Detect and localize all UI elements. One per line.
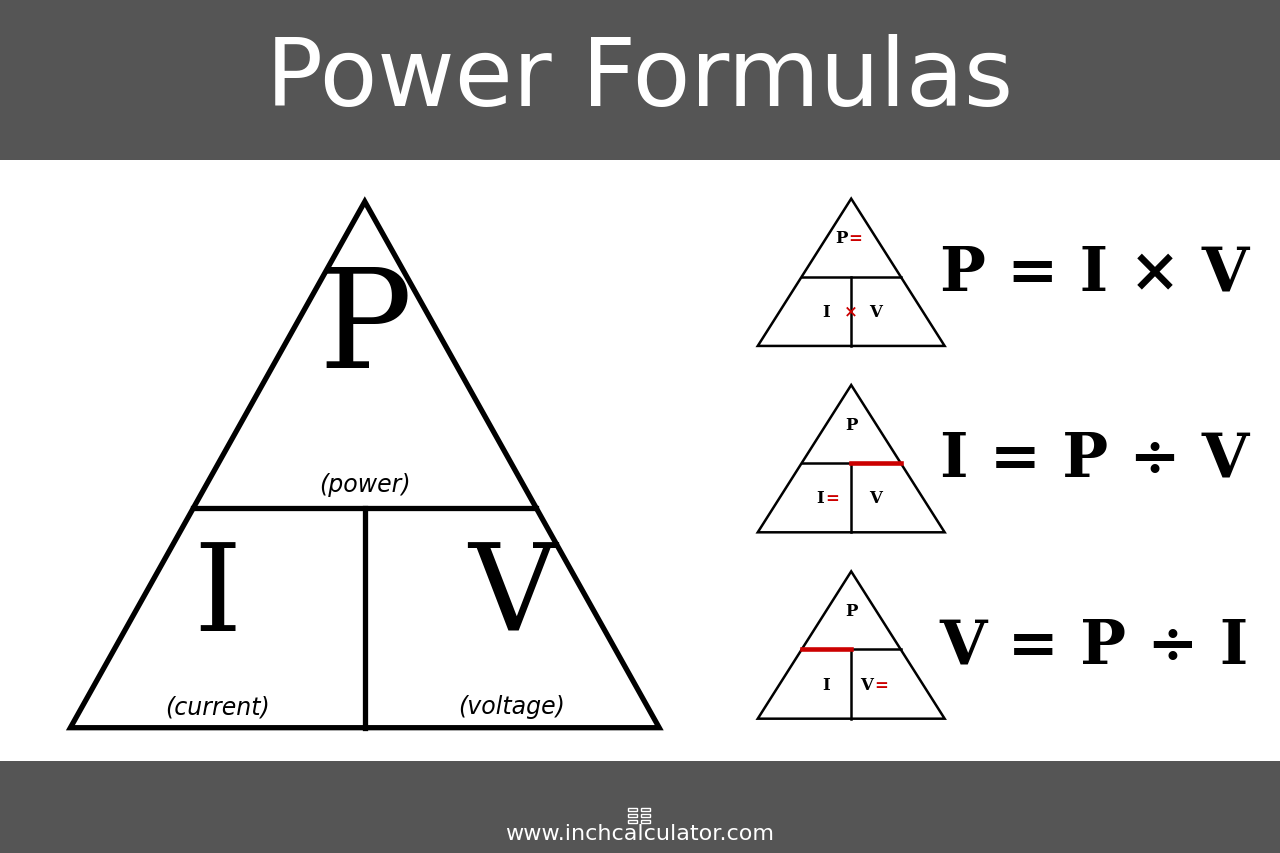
Text: ×: × xyxy=(845,304,858,321)
Bar xyxy=(641,820,650,823)
Bar xyxy=(628,820,637,823)
Text: P: P xyxy=(845,416,858,433)
Text: V: V xyxy=(869,490,882,507)
Text: (current): (current) xyxy=(165,694,270,718)
Text: V: V xyxy=(467,538,557,655)
Text: I: I xyxy=(823,676,831,693)
Text: I: I xyxy=(823,304,831,321)
Bar xyxy=(0,761,1280,853)
Text: V = P ÷ I: V = P ÷ I xyxy=(940,616,1249,676)
Text: =: = xyxy=(874,676,888,693)
Text: =: = xyxy=(826,490,838,507)
Text: P: P xyxy=(835,230,847,247)
Text: (power): (power) xyxy=(319,473,411,496)
Text: P: P xyxy=(845,602,858,619)
Text: I = P ÷ V: I = P ÷ V xyxy=(940,429,1249,490)
Text: P: P xyxy=(317,263,412,397)
Text: (voltage): (voltage) xyxy=(458,694,566,718)
Text: Power Formulas: Power Formulas xyxy=(266,34,1014,126)
Text: www.inchcalculator.com: www.inchcalculator.com xyxy=(506,823,774,843)
Polygon shape xyxy=(758,200,945,346)
Polygon shape xyxy=(758,386,945,532)
Bar xyxy=(641,814,650,817)
Text: V: V xyxy=(860,676,873,693)
Text: P = I × V: P = I × V xyxy=(940,243,1249,303)
Bar xyxy=(0,0,1280,160)
Text: =: = xyxy=(849,230,863,247)
Text: I: I xyxy=(193,538,242,655)
Bar xyxy=(628,808,637,811)
Text: V: V xyxy=(869,304,882,321)
Bar xyxy=(641,808,650,811)
Bar xyxy=(628,814,637,817)
Text: I: I xyxy=(817,490,824,507)
Polygon shape xyxy=(758,572,945,719)
